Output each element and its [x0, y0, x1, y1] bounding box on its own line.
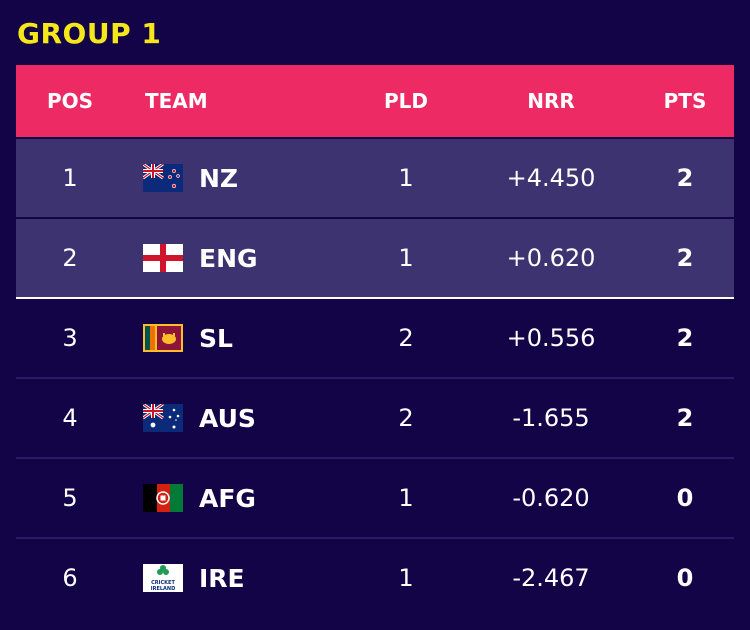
- row-pos: 6: [62, 564, 78, 592]
- row-team: AFG: [124, 484, 346, 513]
- row-team: ENG: [124, 244, 346, 273]
- row-nrr: -1.655: [512, 404, 590, 432]
- row-pld: 2: [398, 324, 414, 352]
- row-pld: 1: [398, 164, 414, 192]
- row-pts: 2: [676, 244, 694, 272]
- header-pos: POS: [46, 89, 94, 113]
- row-pos: 2: [62, 244, 78, 272]
- row-nrr: -2.467: [512, 564, 590, 592]
- row-pts: 2: [676, 404, 694, 432]
- team-code: IRE: [199, 563, 245, 593]
- table-row: 1 NZ 1 +4.450 2: [16, 139, 734, 219]
- row-pts: 0: [676, 564, 694, 592]
- row-pos: 5: [62, 484, 78, 512]
- team-code: SL: [199, 323, 233, 353]
- svg-text:IRELAND: IRELAND: [151, 586, 176, 592]
- afghanistan-flag-icon: [143, 484, 183, 512]
- england-flag-icon: [143, 244, 183, 272]
- row-nrr: +0.620: [506, 244, 596, 272]
- row-team: SL: [124, 324, 346, 353]
- row-nrr: +0.556: [506, 324, 596, 352]
- header-pld: PLD: [383, 89, 428, 113]
- team-code: ENG: [199, 243, 258, 273]
- row-pld: 1: [398, 564, 414, 592]
- svg-text:CRICKET: CRICKET: [151, 580, 175, 586]
- header-team: TEAM: [145, 89, 208, 113]
- row-pts: 2: [676, 164, 694, 192]
- row-pos: 1: [62, 164, 78, 192]
- row-pos: 4: [62, 404, 78, 432]
- row-pld: 1: [398, 244, 414, 272]
- row-team: NZ: [124, 164, 346, 193]
- row-nrr: -0.620: [512, 484, 590, 512]
- table-row: 5 AFG 1 -0.620 0: [16, 459, 734, 539]
- row-team: AUS: [124, 404, 346, 433]
- team-code: AUS: [199, 403, 256, 433]
- row-pld: 1: [398, 484, 414, 512]
- cricket-ireland-logo-icon: CRICKET IRELAND: [143, 564, 183, 592]
- row-nrr: +4.450: [506, 164, 596, 192]
- new-zealand-flag-icon: [143, 164, 183, 192]
- table-row: 4 AUS 2 -1.655 2: [16, 379, 734, 459]
- table-header: POS TEAM PLD NRR PTS: [16, 65, 734, 139]
- header-nrr: NRR: [527, 89, 575, 113]
- table-row: 2 ENG 1 +0.620 2: [16, 219, 734, 299]
- table-row: 6 CRICKET IRELAND IRE 1 -2.467 0: [16, 539, 734, 617]
- row-pos: 3: [62, 324, 78, 352]
- row-pts: 0: [676, 484, 694, 512]
- standings-table: POS TEAM PLD NRR PTS 1: [16, 65, 734, 617]
- team-code: AFG: [199, 483, 256, 513]
- row-team: CRICKET IRELAND IRE: [124, 564, 346, 593]
- row-pts: 2: [676, 324, 694, 352]
- team-code: NZ: [199, 163, 239, 193]
- table-row: 3 SL 2 +0.556 2: [16, 299, 734, 379]
- australia-flag-icon: [143, 404, 183, 432]
- sri-lanka-flag-icon: [143, 324, 183, 352]
- header-pts: PTS: [663, 89, 707, 113]
- group-title: GROUP 1: [17, 17, 162, 50]
- row-pld: 2: [398, 404, 414, 432]
